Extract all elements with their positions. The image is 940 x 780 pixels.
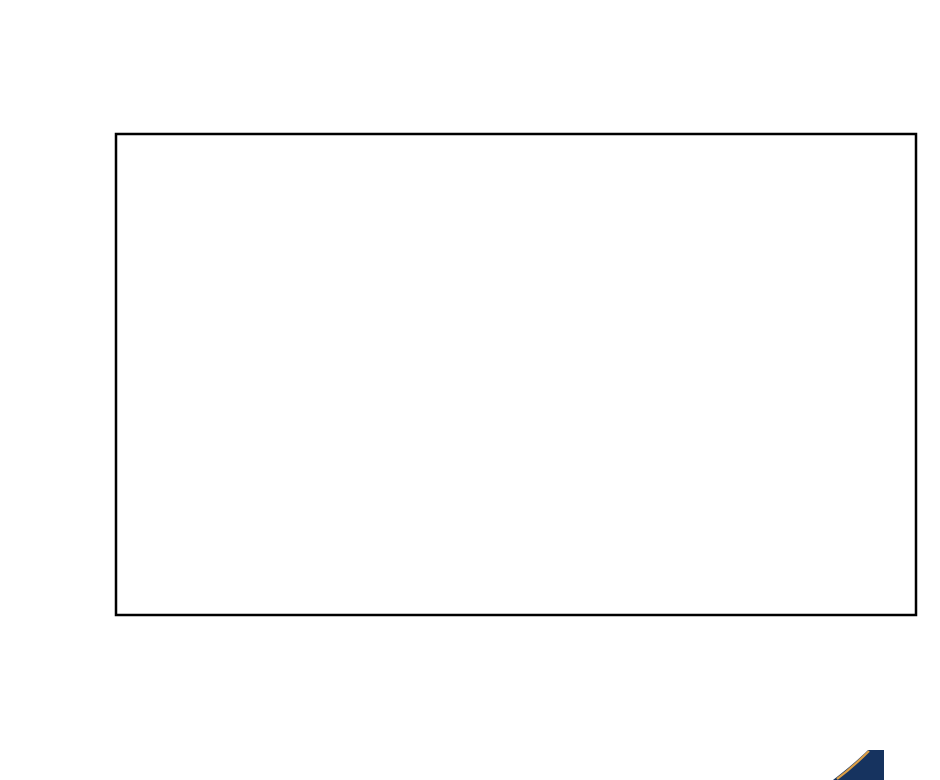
plot-border: [114, 132, 918, 617]
ncar-logo-orange-arc: [836, 750, 870, 780]
ncar-logo: [833, 750, 884, 780]
